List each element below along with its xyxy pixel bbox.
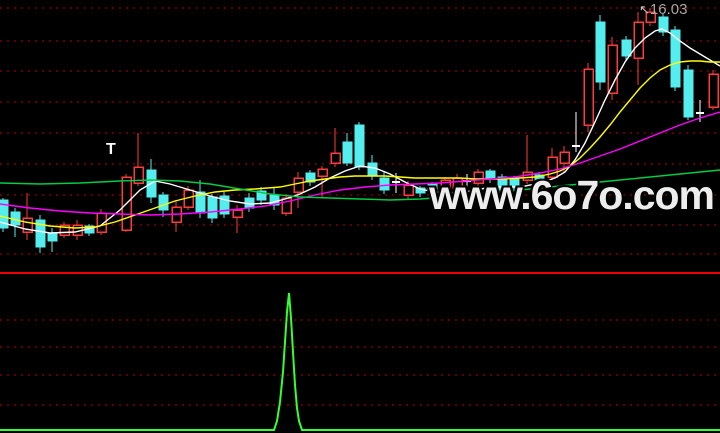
indicator-grid-lines [0, 319, 720, 406]
main-grid-lines [0, 7, 720, 255]
signal-line [0, 292, 720, 431]
t-annotation-marker: T [106, 141, 116, 158]
candles [0, 8, 719, 253]
ma-green [0, 169, 720, 201]
ma-yellow [0, 60, 720, 229]
ma-lines [0, 28, 720, 234]
high-price-label: ↖16.03 [639, 1, 687, 18]
watermark-text: www.6o7o.com [429, 172, 715, 218]
high-price-value: 16.03 [649, 1, 688, 18]
ma-white [0, 28, 720, 234]
high-price-arrow-icon: ↖ [639, 2, 650, 17]
signal-spike [0, 292, 720, 431]
ma-magenta [0, 111, 720, 216]
